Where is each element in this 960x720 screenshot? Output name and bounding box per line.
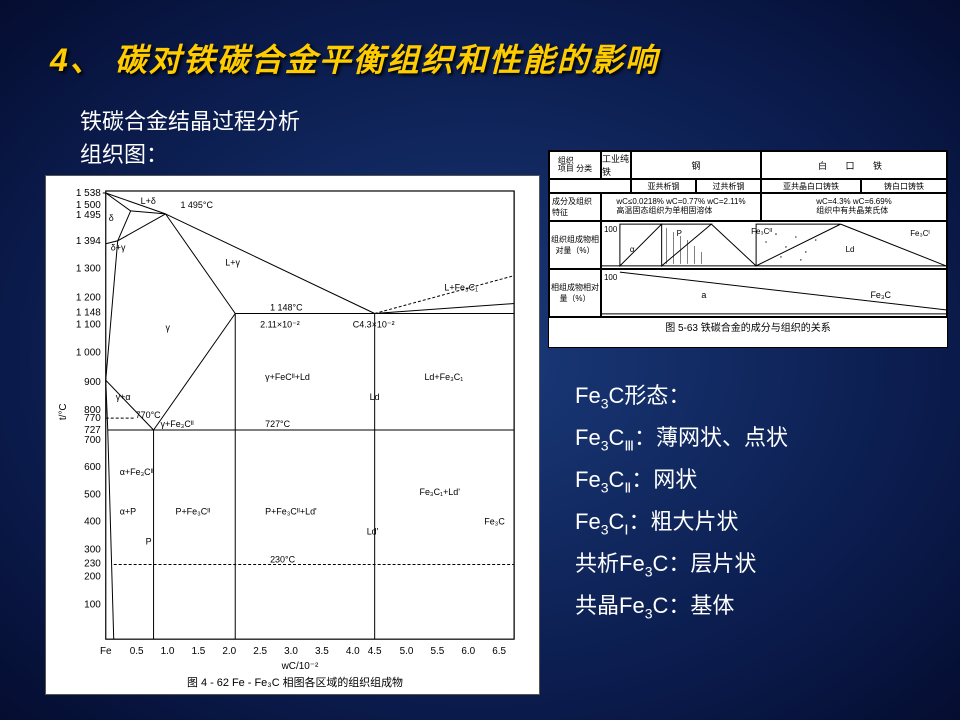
svg-text:C4.3×10⁻²: C4.3×10⁻² bbox=[353, 319, 395, 329]
svg-text:727°C: 727°C bbox=[265, 419, 291, 429]
svg-text:P+Fe₃Cᴵᴵ: P+Fe₃Cᴵᴵ bbox=[175, 507, 210, 517]
svg-text:1 495°C: 1 495°C bbox=[180, 200, 213, 210]
svg-text:L+γ: L+γ bbox=[225, 258, 240, 268]
fe3c-line-1: Fe3CⅢ：薄网状、点状 bbox=[575, 417, 788, 459]
svg-text:5.0: 5.0 bbox=[400, 646, 414, 657]
svg-text:L+δ: L+δ bbox=[141, 196, 156, 206]
svg-text:1 100: 1 100 bbox=[76, 319, 101, 330]
fe3c-title: Fe3C形态： bbox=[575, 375, 788, 417]
svg-text:γ+FeCᴵᴵ+Ld: γ+FeCᴵᴵ+Ld bbox=[265, 372, 310, 382]
svg-text:Fe₃C: Fe₃C bbox=[484, 517, 505, 527]
svg-text:2.11×10⁻²: 2.11×10⁻² bbox=[260, 319, 300, 329]
svg-text:Ld': Ld' bbox=[367, 527, 379, 537]
svg-text:230: 230 bbox=[84, 558, 101, 569]
phase-diagram-figure: 1 538 1 500 1 495 1 394 1 300 1 200 1 14… bbox=[45, 175, 540, 695]
svg-text:α+Fe₃Cᴵᴵ: α+Fe₃Cᴵᴵ bbox=[120, 467, 154, 477]
fe3c-morphology-block: Fe3C形态： Fe3CⅢ：薄网状、点状 Fe3CⅡ：网状 Fe3CⅠ：粗大片状… bbox=[575, 375, 788, 627]
svg-text:L+Fe₃C₁: L+Fe₃C₁ bbox=[444, 283, 478, 293]
svg-text:P+Fe₃Cᴵᴵ+Ld': P+Fe₃Cᴵᴵ+Ld' bbox=[265, 507, 317, 517]
svg-text:100: 100 bbox=[604, 273, 618, 282]
svg-text:γ+Fe₃Cᴵᴵ: γ+Fe₃Cᴵᴵ bbox=[161, 419, 195, 429]
svg-text:6.5: 6.5 bbox=[492, 646, 506, 657]
svg-text:t/°C: t/°C bbox=[58, 403, 69, 420]
svg-text:1 148: 1 148 bbox=[76, 307, 101, 318]
svg-text:Ld: Ld bbox=[846, 245, 855, 254]
svg-text:6.0: 6.0 bbox=[461, 646, 475, 657]
svg-text:4.0: 4.0 bbox=[346, 646, 360, 657]
svg-text:2.5: 2.5 bbox=[253, 646, 267, 657]
comp-header-left: 组织项目 分类 bbox=[549, 151, 601, 179]
structure-fraction-graph: 100 α P Fe₃Cᴵᴵ Ld Fe₃Cᴵ bbox=[601, 221, 947, 269]
svg-text:δ: δ bbox=[109, 213, 114, 223]
svg-text:4.5: 4.5 bbox=[368, 646, 382, 657]
slide-subtitle: 铁碳合金结晶过程分析 组织图： bbox=[80, 105, 300, 171]
svg-text:2.0: 2.0 bbox=[222, 646, 236, 657]
svg-text:1 538: 1 538 bbox=[76, 188, 101, 199]
svg-text:Ld+Fe₃C₁: Ld+Fe₃C₁ bbox=[424, 372, 463, 382]
comp-col-castiron: 白 口 铁 bbox=[761, 151, 947, 179]
svg-text:770: 770 bbox=[84, 413, 101, 424]
svg-text:900: 900 bbox=[84, 377, 101, 388]
svg-text:γ: γ bbox=[166, 322, 171, 332]
svg-text:1 200: 1 200 bbox=[76, 293, 101, 304]
comp-col-industrial: 工业纯铁 bbox=[601, 151, 631, 179]
svg-text:1 000: 1 000 bbox=[76, 347, 101, 358]
svg-text:P: P bbox=[146, 537, 152, 547]
svg-text:Fe₃Cᴵ: Fe₃Cᴵ bbox=[910, 229, 930, 238]
fe3c-line-3: Fe3CⅠ：粗大片状 bbox=[575, 501, 788, 543]
svg-text:wC/10⁻²: wC/10⁻² bbox=[281, 661, 319, 672]
fe3c-line-4: 共析Fe3C：层片状 bbox=[575, 543, 788, 585]
svg-text:1 394: 1 394 bbox=[76, 236, 101, 247]
svg-text:δ+γ: δ+γ bbox=[111, 243, 126, 253]
svg-text:Fe₃C: Fe₃C bbox=[870, 290, 891, 300]
svg-text:300: 300 bbox=[84, 545, 101, 556]
svg-text:1 300: 1 300 bbox=[76, 264, 101, 275]
svg-text:5.5: 5.5 bbox=[430, 646, 444, 657]
svg-text:1 495: 1 495 bbox=[76, 210, 101, 221]
svg-text:P: P bbox=[677, 229, 682, 238]
svg-text:0.5: 0.5 bbox=[130, 646, 144, 657]
svg-text:1.0: 1.0 bbox=[161, 646, 175, 657]
comp-col-steel: 钢 bbox=[631, 151, 761, 179]
svg-text:a: a bbox=[701, 290, 706, 300]
svg-text:图 4 - 62 Fe - Fe₃C 相图各区域的组织组: 图 4 - 62 Fe - Fe₃C 相图各区域的组织组成物 bbox=[187, 675, 403, 689]
subtitle-line-1: 铁碳合金结晶过程分析 bbox=[80, 105, 300, 138]
fe3c-line-5: 共晶Fe3C：基体 bbox=[575, 585, 788, 627]
slide-title: 4、 碳对铁碳合金平衡组织和性能的影响 bbox=[50, 35, 659, 81]
svg-text:700: 700 bbox=[84, 435, 101, 446]
svg-text:γ+α: γ+α bbox=[116, 392, 131, 402]
svg-text:Fe: Fe bbox=[100, 646, 112, 657]
svg-text:α: α bbox=[630, 245, 635, 254]
svg-text:Ld: Ld bbox=[370, 392, 380, 402]
svg-text:600: 600 bbox=[84, 462, 101, 473]
svg-text:Fe₃C₁+Ld': Fe₃C₁+Ld' bbox=[419, 487, 460, 497]
svg-text:770°C: 770°C bbox=[136, 410, 162, 420]
svg-text:100: 100 bbox=[84, 599, 101, 610]
subtitle-line-2: 组织图： bbox=[80, 138, 300, 171]
svg-text:400: 400 bbox=[84, 517, 101, 528]
svg-text:100: 100 bbox=[604, 225, 618, 234]
svg-text:3.0: 3.0 bbox=[284, 646, 298, 657]
svg-text:Fe₃Cᴵᴵ: Fe₃Cᴵᴵ bbox=[751, 227, 772, 236]
composition-caption: 图 5-63 铁碳合金的成分与组织的关系 bbox=[549, 317, 947, 335]
phase-fraction-graph: 100 a Fe₃C bbox=[601, 269, 947, 317]
svg-text:230°C: 230°C bbox=[270, 554, 296, 564]
svg-text:1.5: 1.5 bbox=[191, 646, 205, 657]
svg-text:200: 200 bbox=[84, 571, 101, 582]
svg-text:α+P: α+P bbox=[120, 507, 136, 517]
fe3c-line-2: Fe3CⅡ：网状 bbox=[575, 459, 788, 501]
svg-text:1 148°C: 1 148°C bbox=[270, 303, 303, 313]
svg-text:3.5: 3.5 bbox=[315, 646, 329, 657]
composition-table-figure: 组织项目 分类 工业纯铁 钢 白 口 铁 亚共析钢 过共析钢 亚共晶白口铸铁 铸… bbox=[548, 150, 948, 348]
svg-text:500: 500 bbox=[84, 490, 101, 501]
